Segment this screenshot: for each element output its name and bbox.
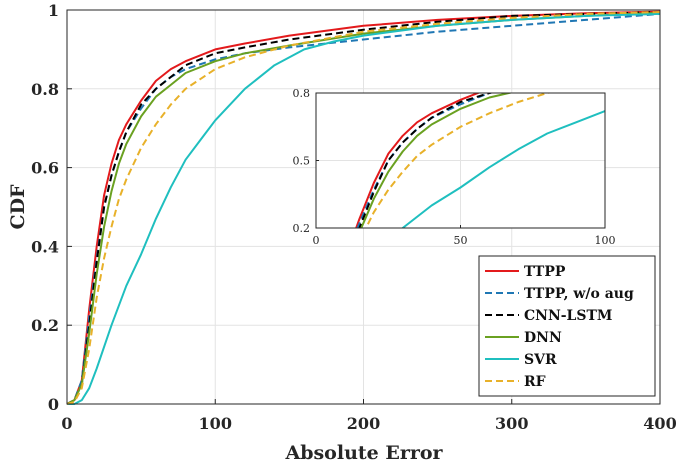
- legend-item-cnn-lstm: CNN-LSTM: [485, 308, 612, 324]
- y-tick-label: 0: [48, 395, 59, 414]
- inset-y-tick-label: 0.8: [293, 87, 311, 100]
- x-tick-label: 400: [643, 414, 676, 433]
- x-tick-label: 300: [495, 414, 528, 433]
- inset-series-group: [355, 93, 605, 228]
- y-tick-label: 0.6: [31, 159, 59, 178]
- inset-series-line-cnn-lstm: [358, 93, 494, 228]
- inset-x-tick-label: 0: [313, 234, 320, 247]
- legend-label: CNN-LSTM: [524, 308, 612, 324]
- legend-item-ttpp-w-o-aug: TTPP, w/o aug: [485, 286, 634, 302]
- y-tick-label: 0.4: [31, 237, 59, 256]
- y-tick-label: 0.2: [31, 316, 59, 335]
- inset-series-line-rf: [364, 93, 553, 228]
- x-tick-label: 0: [61, 414, 72, 433]
- legend: TTPP TTPP, w/o aug CNN-LSTM DNN SVR RF: [478, 255, 656, 397]
- y-tick-label: 0.8: [31, 80, 59, 99]
- inset-x-tick-label: 50: [454, 234, 468, 247]
- inset-y-tick-label: 0.2: [293, 222, 311, 235]
- legend-items: TTPP TTPP, w/o aug CNN-LSTM DNN SVR RF: [485, 264, 634, 390]
- legend-item-ttpp: TTPP: [485, 264, 566, 280]
- inset-x-tick-label: 100: [595, 234, 616, 247]
- legend-box: [478, 255, 656, 397]
- legend-label: TTPP, w/o aug: [524, 286, 634, 302]
- inset-y-tick-label: 0.5: [293, 155, 311, 168]
- legend-label: DNN: [524, 330, 562, 346]
- legend-item-dnn: DNN: [485, 330, 562, 346]
- legend-item-rf: RF: [485, 374, 546, 390]
- inset-series-line-ttpp-w-o-aug: [356, 93, 494, 228]
- inset-chart: 0 50 100 0.2 0.5 0.8: [293, 87, 616, 247]
- inset-series-line-ttpp: [355, 93, 481, 228]
- inset-axis-ticks: 0 50 100 0.2 0.5 0.8: [293, 87, 616, 247]
- main-series-group: [66, 10, 661, 405]
- series-line-svr: [67, 12, 661, 405]
- inset-series-line-svr: [401, 109, 605, 228]
- x-axis-label: Absolute Error: [284, 442, 443, 464]
- inset-series-line-dnn: [360, 93, 514, 228]
- series-line-ttpp: [66, 10, 661, 405]
- legend-item-svr: SVR: [485, 352, 557, 368]
- series-line-cnn-lstm: [66, 11, 661, 405]
- y-tick-label: 1: [48, 1, 59, 20]
- legend-label: TTPP: [524, 264, 566, 280]
- legend-label: SVR: [524, 352, 557, 368]
- y-axis-label: CDF: [7, 184, 29, 230]
- legend-label: RF: [524, 374, 546, 390]
- x-tick-label: 200: [347, 414, 380, 433]
- series-line-rf: [66, 11, 661, 405]
- x-tick-label: 100: [199, 414, 232, 433]
